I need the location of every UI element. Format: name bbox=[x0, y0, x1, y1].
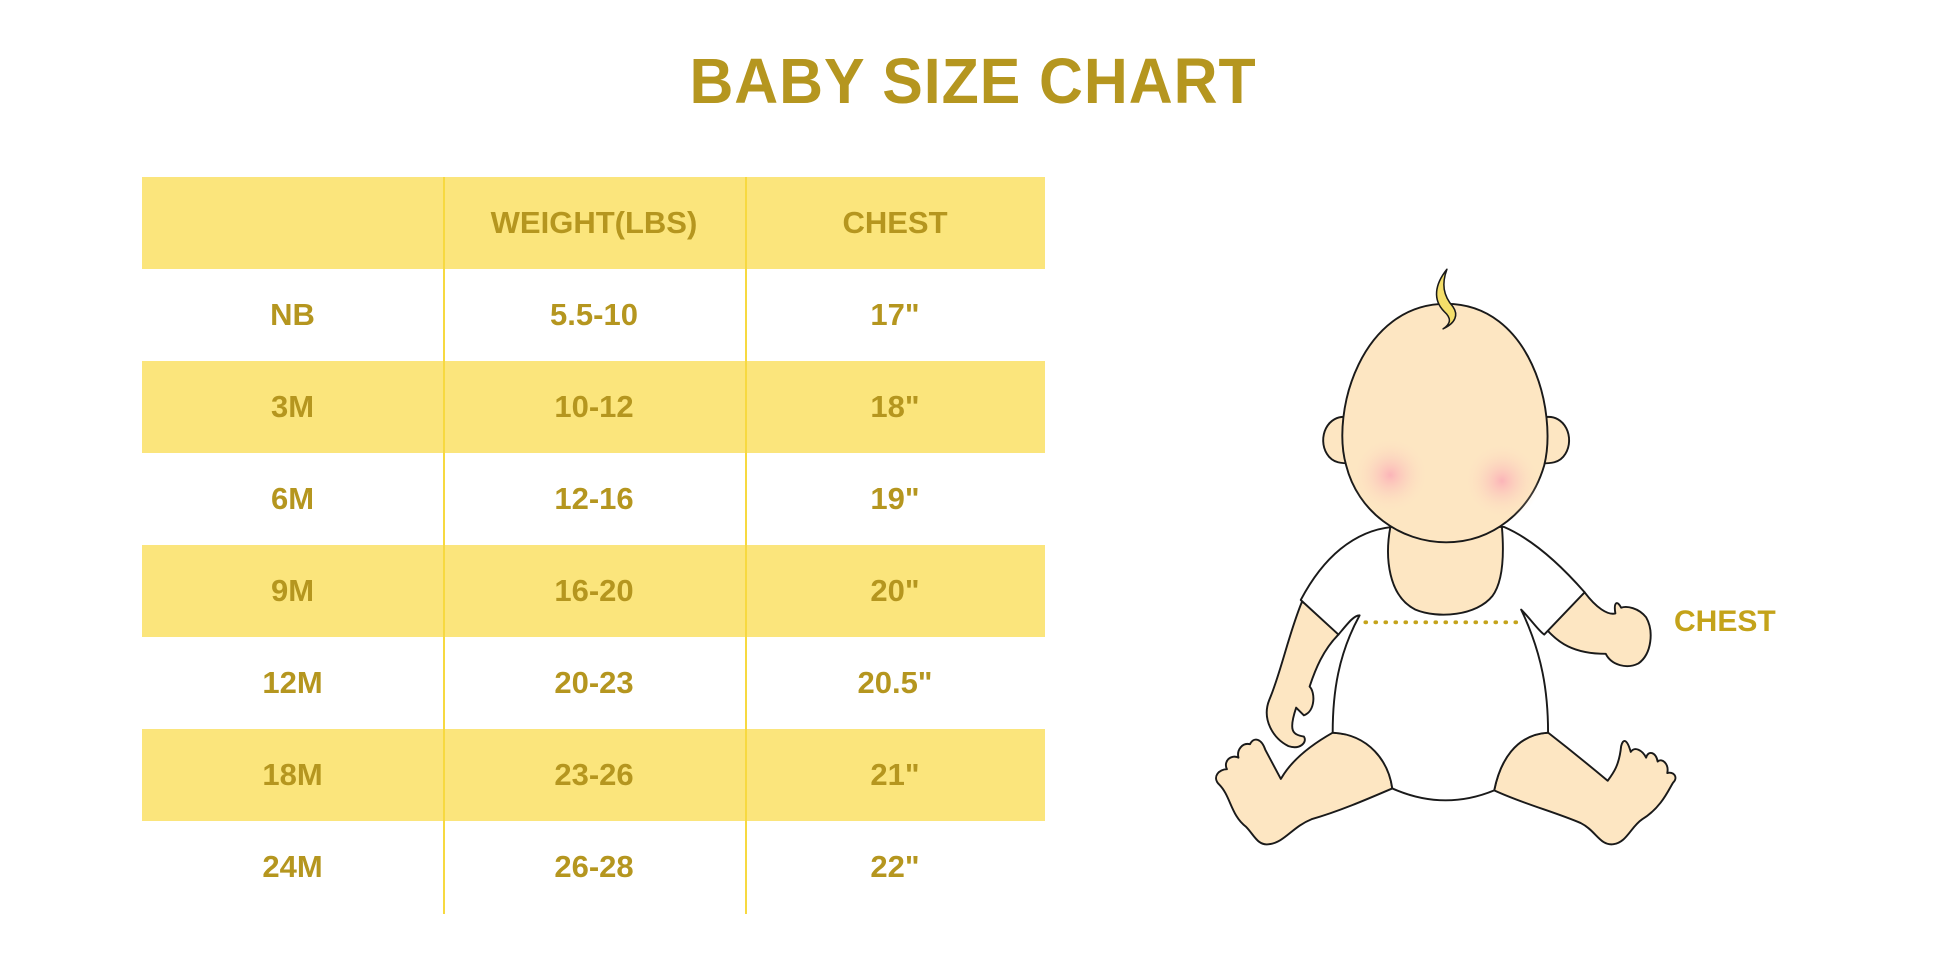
table-cell: 5.5-10 bbox=[550, 297, 638, 332]
table-row: 24M 26-28 22" bbox=[142, 821, 1045, 913]
column-header: CHEST bbox=[842, 205, 948, 240]
table-cell: 24M bbox=[262, 849, 323, 884]
page-title: BABY SIZE CHART bbox=[689, 45, 1257, 117]
size-chart-table: WEIGHT(LBS) CHEST NB 5.5-10 17" 3M 10-12 18" 6M 1… bbox=[142, 177, 1045, 913]
table-cell: 20-23 bbox=[554, 665, 634, 700]
right-cheek bbox=[1463, 442, 1541, 520]
table-cell: 12M bbox=[262, 665, 323, 700]
table-cell: 17" bbox=[870, 297, 920, 332]
column-divider bbox=[745, 177, 747, 914]
table-cell: 20" bbox=[870, 573, 920, 608]
table-cell: 26-28 bbox=[554, 849, 634, 884]
right-arm bbox=[1545, 591, 1652, 667]
right-leg bbox=[1493, 731, 1677, 846]
table-cell: 18" bbox=[870, 389, 920, 424]
table-cell: 18M bbox=[262, 757, 323, 792]
table-cell: 16-20 bbox=[554, 573, 634, 608]
chest-label: CHEST bbox=[1674, 605, 1776, 638]
table-cell: 21" bbox=[870, 757, 920, 792]
table-row: NB 5.5-10 17" bbox=[142, 269, 1045, 361]
table-cell: 23-26 bbox=[554, 757, 634, 792]
column-header: WEIGHT(LBS) bbox=[490, 205, 698, 240]
onesie bbox=[1299, 525, 1586, 802]
left-leg bbox=[1215, 731, 1394, 846]
table-cell: NB bbox=[270, 297, 315, 332]
hair-tuft bbox=[1435, 268, 1457, 330]
table-row: 9M 16-20 20" bbox=[142, 545, 1045, 637]
table-row: 6M 12-16 19" bbox=[142, 453, 1045, 545]
table-cell: 20.5" bbox=[857, 665, 933, 700]
table-cell: 9M bbox=[270, 573, 315, 608]
table-cell: 10-12 bbox=[554, 389, 634, 424]
table-row: 12M 20-23 20.5" bbox=[142, 637, 1045, 729]
table-cell: 22" bbox=[870, 849, 920, 884]
table-cell: 19" bbox=[870, 481, 920, 516]
left-cheek bbox=[1351, 436, 1429, 514]
header-row: WEIGHT(LBS) CHEST bbox=[142, 177, 1045, 269]
left-arm bbox=[1265, 600, 1340, 749]
neck bbox=[1387, 525, 1504, 616]
table-row: 3M 10-12 18" bbox=[142, 361, 1045, 453]
table-cell: 12-16 bbox=[554, 481, 634, 516]
table-row: 18M 23-26 21" bbox=[142, 729, 1045, 821]
table-cell: 6M bbox=[270, 481, 315, 516]
column-divider bbox=[443, 177, 445, 914]
table-cell: 3M bbox=[270, 389, 315, 424]
